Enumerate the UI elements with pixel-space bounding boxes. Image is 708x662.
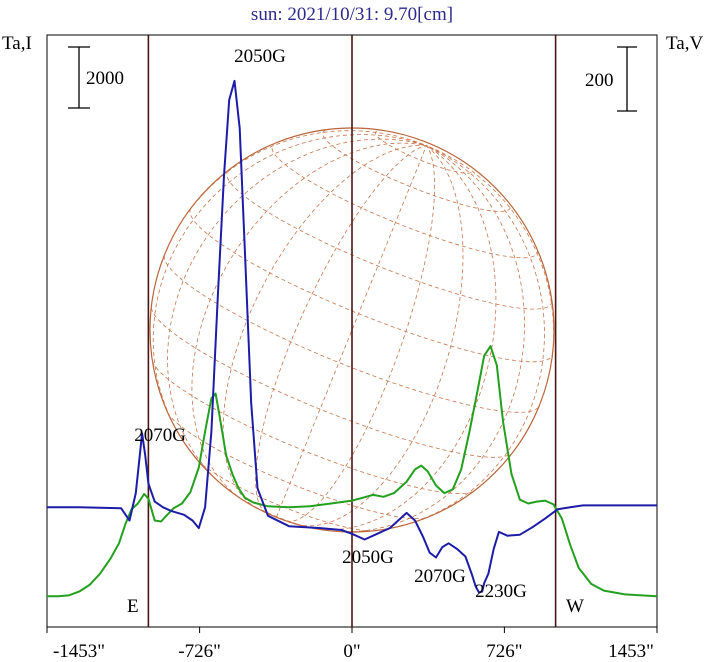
heliographic-grid (151, 129, 555, 533)
grid-meridian (338, 145, 525, 533)
grid-parallel (226, 170, 553, 310)
x-tick-label: 726" (486, 641, 522, 662)
grid-parallel (152, 361, 475, 494)
west-limb-label: W (566, 596, 584, 617)
grid-meridian (426, 145, 555, 406)
series-line-ta-i (47, 79, 657, 594)
x-tick-label: -1453" (53, 641, 105, 662)
grid-parallel (163, 255, 540, 413)
grid-meridian (255, 145, 427, 514)
series-line-ta-v (47, 345, 658, 598)
grid-meridian (286, 145, 435, 522)
grid-meridian (311, 145, 497, 530)
grid-meridian (152, 134, 427, 442)
grid-meridian (191, 142, 427, 501)
grid-parallel (242, 499, 314, 529)
right-scale-bar: 200 (585, 46, 637, 112)
grid-parallel (375, 130, 474, 174)
x-tick-label: 0" (343, 641, 360, 662)
series-layer (47, 79, 658, 598)
grid-parallel (151, 307, 513, 458)
grid-parallel (167, 412, 427, 519)
grid-meridian (167, 138, 427, 485)
position-markers (147, 35, 557, 627)
grid-parallel (189, 208, 553, 363)
sun-disk (149, 127, 555, 533)
right-axis-label: Ta,V (666, 33, 703, 54)
left-axis-label: Ta,I (2, 33, 32, 54)
grid-parallel (271, 142, 538, 259)
grid-parallel (322, 129, 511, 212)
x-axis: -1453" -726" 0" 726" 1453" (46, 627, 658, 662)
x-tick-label: 1453" (608, 641, 654, 662)
x-tick-label: -726" (178, 641, 221, 662)
peak-annotation: 2050G (342, 547, 394, 568)
left-scale-bar: 2000 (68, 46, 124, 109)
peak-annotation: 2050G (234, 46, 286, 67)
left-scale-value: 2000 (86, 68, 124, 89)
grid-meridian (222, 144, 427, 509)
grid-meridian (395, 145, 545, 528)
annotations: 2050G 2070G 2050G 2070G 2230G (134, 46, 527, 602)
grid-meridian (296, 145, 464, 527)
peak-annotation: 2070G (134, 425, 186, 446)
peak-annotation: 2230G (475, 581, 527, 602)
peak-annotation: 2070G (414, 566, 466, 587)
right-scale-value: 200 (585, 70, 614, 91)
chart-title: sun: 2021/10/31: 9.70[cm] (251, 4, 453, 25)
east-limb-label: E (127, 596, 139, 617)
